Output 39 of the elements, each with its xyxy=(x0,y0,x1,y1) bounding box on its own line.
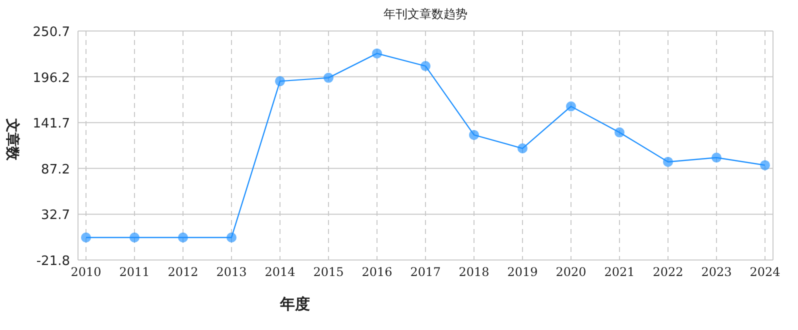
x-tick-label: 2016 xyxy=(362,265,392,279)
x-tick-label: 2019 xyxy=(507,265,538,279)
chart-title: 年刊文章数趋势 xyxy=(384,7,468,21)
x-tick-label: 2013 xyxy=(216,265,247,279)
point xyxy=(566,101,576,112)
x-tick-label: 2021 xyxy=(604,265,635,279)
point xyxy=(226,232,236,242)
point xyxy=(469,130,479,140)
point xyxy=(130,232,140,242)
x-tick-label: 2011 xyxy=(119,265,150,279)
y-tick-label: 196.2 xyxy=(32,70,70,86)
x-tick-label: 2012 xyxy=(168,265,198,279)
point xyxy=(178,232,188,242)
x-tick-label: 2020 xyxy=(556,265,586,279)
x-tick-label: 2017 xyxy=(410,265,441,279)
y-tick-label: 87.2 xyxy=(41,162,70,178)
point xyxy=(712,152,722,163)
y-axis-title: 文章数 xyxy=(4,118,21,162)
point xyxy=(518,143,528,154)
point xyxy=(420,61,430,72)
x-tick-label: 2014 xyxy=(264,265,296,279)
x-tick-label: 2015 xyxy=(313,265,344,279)
x-tick-label: 2018 xyxy=(458,265,490,279)
x-tick-label: 2023 xyxy=(701,265,732,279)
point xyxy=(372,48,382,58)
point xyxy=(81,232,91,242)
x-tick-label: 2022 xyxy=(652,265,684,279)
point xyxy=(275,76,285,86)
point xyxy=(324,72,334,83)
point xyxy=(663,156,673,167)
x-axis-title: 年度 xyxy=(279,295,310,313)
point xyxy=(614,127,624,138)
y-tick-label: 32.7 xyxy=(41,208,70,224)
point xyxy=(760,160,770,170)
x-tick-label: 2010 xyxy=(70,265,102,279)
x-tick-label: 2024 xyxy=(750,265,781,279)
y-tick-label: -21.8 xyxy=(36,254,70,269)
y-tick-label: 141.7 xyxy=(32,116,70,132)
y-tick-label: 250.7 xyxy=(32,25,70,40)
